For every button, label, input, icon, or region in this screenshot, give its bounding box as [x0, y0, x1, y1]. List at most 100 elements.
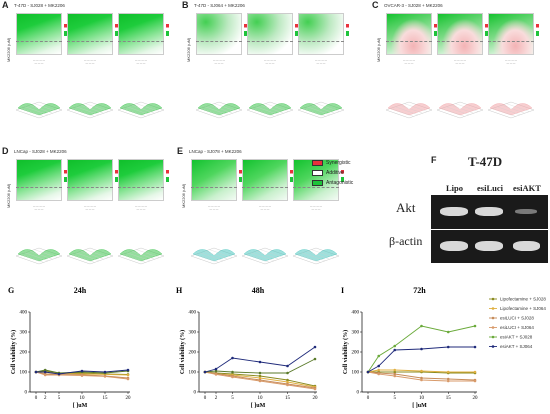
heatmap-caption-placeholder: — — — — — — — — [212, 59, 226, 66]
mini-legend-marker — [166, 170, 169, 182]
data-point — [57, 372, 61, 376]
chart-letter-g: G — [8, 286, 14, 295]
data-point — [366, 370, 370, 374]
y-axis-label: Cell viability (%) — [179, 330, 186, 374]
lane-label-esiluci: esiLuci — [477, 183, 503, 193]
legend-label-2: Lipofectamine + SJ064 — [500, 306, 546, 311]
blot-band-akt-esiluci — [475, 207, 503, 216]
y-tick-label: 300 — [20, 331, 28, 336]
heatmap-caption-placeholder: — — — — — — — — [134, 59, 148, 66]
series-line-3 — [204, 371, 316, 389]
data-point — [203, 370, 207, 374]
y-tick-label: 200 — [20, 351, 28, 356]
heatmap-caption-placeholder: — — — — — — — — [263, 59, 277, 66]
surface-plot-e-1 — [190, 247, 238, 265]
panel-ylabel-a: MK2206 (uM) — [6, 37, 11, 62]
series-line-6 — [367, 346, 475, 373]
mini-legend-marker — [115, 170, 118, 182]
data-point — [214, 367, 218, 371]
data-point — [313, 345, 317, 349]
data-point — [258, 371, 262, 375]
series-line-1 — [368, 371, 475, 374]
x-tick-label: 2 — [215, 396, 218, 401]
panel-title-d: LNCap - SJ028 + MK2206 — [14, 149, 67, 154]
data-point — [126, 377, 130, 381]
x-tick-label: 0 — [367, 396, 370, 401]
data-point — [203, 370, 207, 374]
data-point — [286, 371, 289, 375]
surface-plot-b-1 — [195, 101, 243, 119]
panel-letter-c: C — [372, 0, 379, 10]
heatmap-b-2 — [247, 13, 293, 55]
heatmap-gridline — [191, 187, 237, 188]
data-point — [473, 370, 477, 374]
surface-plot-a-3 — [117, 101, 165, 119]
heatmap-gridline — [437, 41, 483, 42]
data-point — [43, 371, 47, 374]
blot-row-label-actin: β-actin — [389, 234, 423, 248]
x-tick-label: 5 — [394, 396, 397, 401]
blot-band-actin-esiakt — [513, 241, 540, 251]
blot-band-actin-esiluci — [475, 241, 503, 251]
data-point — [420, 378, 423, 382]
mini-legend-marker — [239, 170, 242, 182]
data-point — [286, 383, 289, 387]
data-point — [80, 369, 84, 373]
panel-letter-f: F — [431, 155, 437, 165]
panel-letter-e: E — [177, 146, 184, 156]
mini-legend-marker — [64, 170, 67, 182]
heatmap-c-3 — [488, 13, 534, 55]
blot-title: T-47D — [468, 154, 503, 169]
blot-row-label-akt: Akt — [396, 200, 416, 215]
series-line-2 — [367, 369, 475, 373]
data-point — [286, 380, 289, 384]
data-point — [80, 372, 84, 376]
series-line-2 — [204, 371, 316, 388]
y-tick-label: 300 — [189, 331, 197, 336]
series-line-6 — [36, 369, 129, 375]
data-point — [258, 360, 262, 364]
data-point — [393, 368, 397, 372]
series-line-5 — [367, 325, 476, 373]
data-point — [446, 371, 450, 375]
surface-plot-d-2 — [66, 247, 114, 265]
x-tick-label: 0 — [35, 396, 38, 401]
series-line-4 — [367, 371, 475, 382]
data-point — [43, 368, 47, 372]
data-point — [214, 369, 218, 373]
data-point — [214, 373, 218, 376]
heatmap-gridline — [118, 41, 164, 42]
data-point — [43, 369, 47, 373]
data-point — [366, 370, 370, 374]
surface-plot-d-3 — [117, 247, 165, 265]
heatmap-caption-placeholder: — — — — — — — — [207, 205, 221, 212]
data-point — [446, 370, 450, 374]
heatmap-gridline — [118, 187, 164, 188]
y-tick-label: 100 — [352, 371, 360, 376]
legend-marker-4 — [491, 326, 495, 329]
data-point — [57, 373, 61, 377]
synergy-panel-b: B T-47D - SJ064 + MK2206 MK2206 (uM) — — — … — [180, 0, 350, 130]
panel-title-b: T-47D - SJ064 + MK2206 — [194, 3, 245, 8]
heatmap-caption-placeholder: — — — — — — — — [402, 59, 416, 66]
y-tick-label: 100 — [20, 371, 28, 376]
data-point — [231, 375, 234, 379]
heatmap-gridline — [16, 187, 62, 188]
heatmap-caption-placeholder: — — — — — — — — [83, 59, 97, 66]
data-point — [126, 376, 130, 380]
lane-label-esiakt: esiAKT — [513, 183, 541, 193]
data-point — [473, 345, 477, 349]
mini-legend-marker — [536, 24, 539, 36]
data-point — [57, 372, 61, 375]
heatmap-d-1 — [16, 159, 62, 201]
legend-label-5: esiAKT + SJ028 — [500, 335, 533, 340]
surface-plot-c-2 — [436, 101, 484, 119]
heatmap-gridline — [298, 41, 344, 42]
heatmap-caption-placeholder: — — — — — — — — [453, 59, 467, 66]
data-point — [80, 370, 84, 374]
heatmap-caption-placeholder: — — — — — — — — [309, 205, 323, 212]
data-point — [214, 372, 218, 376]
data-point — [366, 370, 370, 374]
data-point — [393, 348, 397, 352]
heatmap-caption-placeholder: — — — — — — — — [134, 205, 148, 212]
